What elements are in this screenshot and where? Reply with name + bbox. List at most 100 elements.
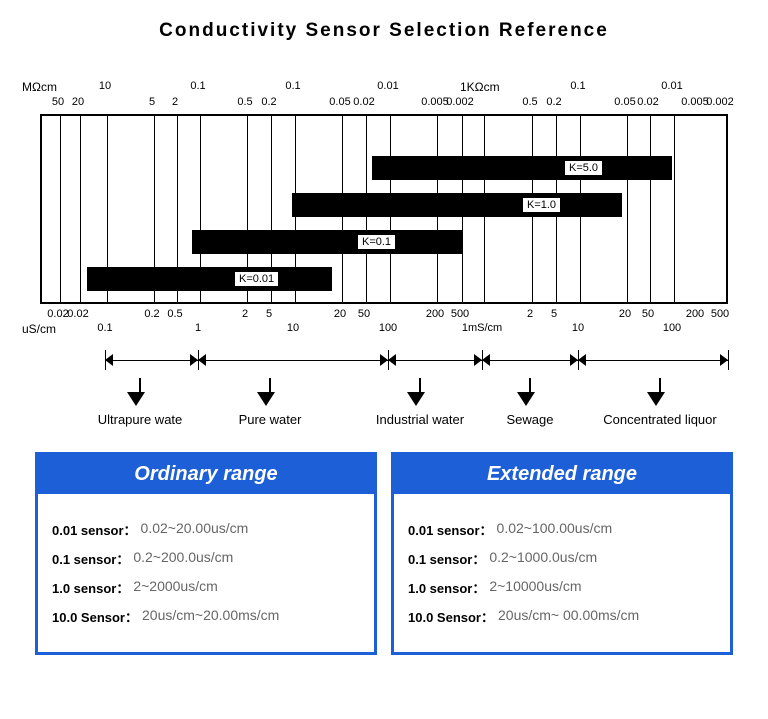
range-bar <box>192 230 462 254</box>
chart-area: MΩcm 1KΩcm 100.10.10.010.10.01 5020520.5… <box>40 80 728 350</box>
axis-tick-label: 50 <box>642 308 654 320</box>
sensor-name: 1.0 sensor： <box>52 578 129 597</box>
range-arrow-left-icon <box>105 354 113 366</box>
axis-tick-label: 500 <box>711 308 729 320</box>
sensor-range: 2~2000us/cm <box>133 578 217 597</box>
axis-tick-label: 0.005 <box>681 96 709 108</box>
category-label: Pure water <box>239 412 302 427</box>
axis-tick-label: 0.05 <box>614 96 635 108</box>
sensor-range: 20us/cm~ 00.00ms/cm <box>498 607 639 626</box>
range-arrow-right-icon <box>570 354 578 366</box>
axis-tick-label: 100 <box>663 322 681 334</box>
range-arrow-right-icon <box>474 354 482 366</box>
axis-tick-label: 0.5 <box>522 96 537 108</box>
range-arrow-left-icon <box>482 354 490 366</box>
axis-tick-label: 10 <box>99 80 111 92</box>
top-minor-labels: 5020520.50.20.050.020.0050.0020.50.20.05… <box>40 96 728 110</box>
range-segment-line <box>198 360 388 361</box>
down-arrow-icon <box>135 378 145 406</box>
table-row: 1.0 sensor：2~2000us/cm <box>52 578 360 597</box>
axis-tick-label: 0.005 <box>421 96 449 108</box>
axis-tick-label: 500 <box>451 308 469 320</box>
down-arrow-icon <box>265 378 275 406</box>
axis-tick-label: 2 <box>242 308 248 320</box>
axis-tick-label: 20 <box>619 308 631 320</box>
axis-tick-label: 10 <box>287 322 299 334</box>
range-arrow-right-icon <box>380 354 388 366</box>
axis-tick-label: 0.02 <box>637 96 658 108</box>
range-bar <box>372 156 672 180</box>
gridline <box>60 116 61 302</box>
gridline <box>627 116 628 302</box>
axis-tick-label: 0.02 <box>353 96 374 108</box>
bottom-unit-left: uS/cm <box>22 322 56 336</box>
range-arrow-left-icon <box>388 354 396 366</box>
range-tick <box>728 350 729 370</box>
range-bar <box>292 193 622 217</box>
category-label: Concentrated liquor <box>603 412 716 427</box>
axis-tick-label: 100 <box>379 322 397 334</box>
category-label: Industrial water <box>376 412 464 427</box>
category-label: Sewage <box>507 412 554 427</box>
range-segment-line <box>482 360 578 361</box>
sensor-range: 0.2~200.0us/cm <box>133 549 233 568</box>
sensor-range: 0.02~20.00us/cm <box>141 520 249 539</box>
axis-tick-label: 0.02 <box>67 308 88 320</box>
axis-tick-label: 0.1 <box>97 322 112 334</box>
range-arrow-left-icon <box>198 354 206 366</box>
sensor-range: 0.2~1000.0us/cm <box>489 549 597 568</box>
axis-tick-label: 0.01 <box>377 80 398 92</box>
extended-header: Extended range <box>394 455 730 494</box>
axis-tick-label: 1 <box>195 322 201 334</box>
table-row: 0.01 sensor：0.02~20.00us/cm <box>52 520 360 539</box>
range-segment-line <box>578 360 728 361</box>
sensor-name: 1.0 sensor： <box>408 578 485 597</box>
sensor-name: 0.1 sensor： <box>52 549 129 568</box>
gridline <box>650 116 651 302</box>
extended-range-table: Extended range 0.01 sensor：0.02~100.00us… <box>391 452 733 655</box>
axis-tick-label: 0.2 <box>261 96 276 108</box>
axis-tick-label: 0.01 <box>661 80 682 92</box>
axis-tick-label: 0.5 <box>237 96 252 108</box>
axis-tick-label: 0.05 <box>329 96 350 108</box>
range-arrow-right-icon <box>190 354 198 366</box>
axis-tick-label: 0.002 <box>706 96 734 108</box>
ordinary-header: Ordinary range <box>38 455 374 494</box>
axis-tick-label: 50 <box>358 308 370 320</box>
axis-tick-label: 0.02 <box>47 308 68 320</box>
axis-tick-label: 200 <box>686 308 704 320</box>
down-arrow-icon <box>415 378 425 406</box>
sensor-range: 20us/cm~20.00ms/cm <box>142 607 279 626</box>
range-bar-label: K=1.0 <box>522 197 561 213</box>
table-row: 1.0 sensor：2~10000us/cm <box>408 578 716 597</box>
range-bar-label: K=5.0 <box>564 160 603 176</box>
sensor-name: 10.0 Sensor： <box>52 607 138 626</box>
table-row: 10.0 Sensor：20us/cm~ 00.00ms/cm <box>408 607 716 626</box>
axis-tick-label: 0.1 <box>190 80 205 92</box>
table-row: 10.0 Sensor：20us/cm~20.00ms/cm <box>52 607 360 626</box>
range-arrow-left-icon <box>578 354 586 366</box>
sensor-name: 10.0 Sensor： <box>408 607 494 626</box>
range-bar-label: K=0.1 <box>357 234 396 250</box>
bottom-major-labels: 0.11101001mS/cm10100 <box>40 322 728 336</box>
ordinary-body: 0.01 sensor：0.02~20.00us/cm0.1 sensor：0.… <box>38 494 374 652</box>
axis-tick-label: 1mS/cm <box>462 322 502 334</box>
axis-tick-label: 20 <box>334 308 346 320</box>
gridline <box>80 116 81 302</box>
page-title: Conductivity Sensor Selection Reference <box>0 0 768 42</box>
axis-tick-label: 50 <box>52 96 64 108</box>
sensor-name: 0.1 sensor： <box>408 549 485 568</box>
axis-tick-label: 2 <box>527 308 533 320</box>
ordinary-range-table: Ordinary range 0.01 sensor：0.02~20.00us/… <box>35 452 377 655</box>
down-arrow-icon <box>655 378 665 406</box>
axis-tick-label: 20 <box>72 96 84 108</box>
sensor-name: 0.01 sensor： <box>52 520 137 539</box>
range-bar <box>87 267 332 291</box>
axis-tick-label: 0.002 <box>446 96 474 108</box>
axis-tick-label: 0.5 <box>167 308 182 320</box>
category-label: Ultrapure wate <box>98 412 183 427</box>
axis-tick-label: 0.2 <box>546 96 561 108</box>
sensor-range: 2~10000us/cm <box>489 578 581 597</box>
axis-tick-label: 0.1 <box>570 80 585 92</box>
axis-tick-label: 0.2 <box>144 308 159 320</box>
